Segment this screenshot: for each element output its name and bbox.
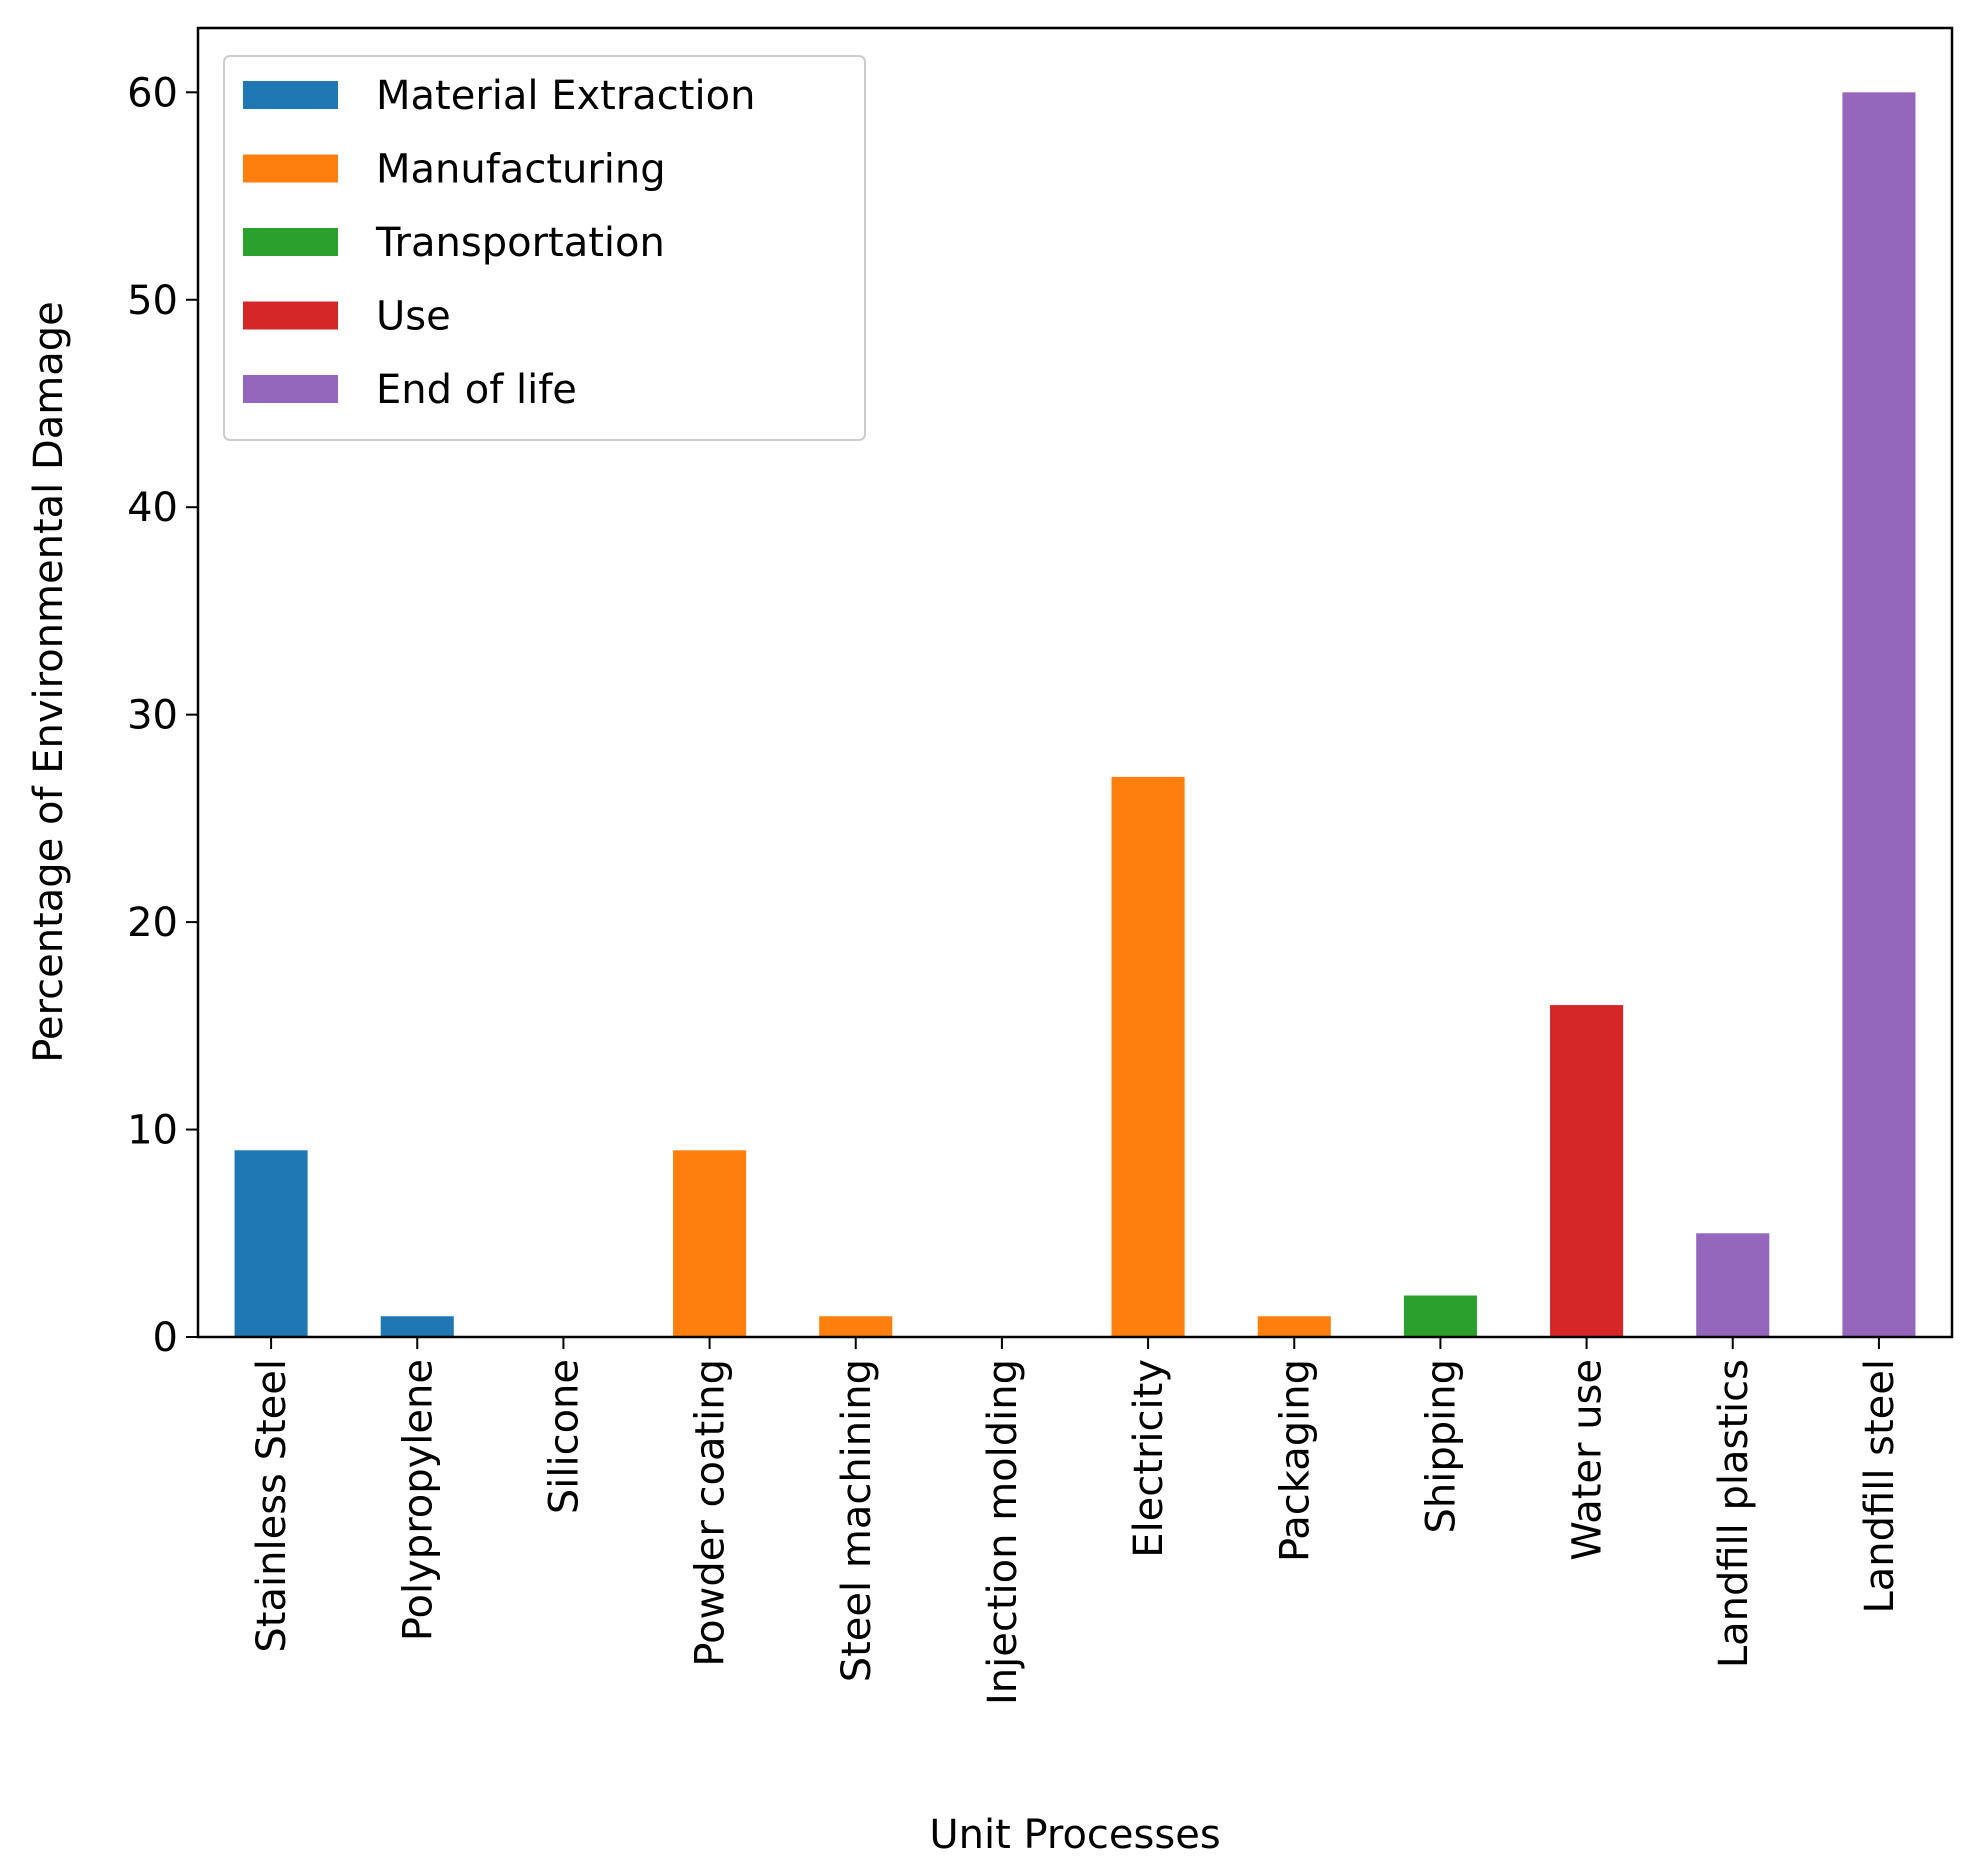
x-tick-label: Landfill steel (1857, 1359, 1903, 1614)
x-axis-label: Unit Processes (929, 1812, 1220, 1858)
x-tick-label: Water use (1565, 1359, 1611, 1561)
y-tick-label: 50 (127, 278, 178, 324)
legend-label: Use (376, 294, 451, 340)
bar-polypropylene (380, 1316, 454, 1337)
x-tick-label: Powder coating (688, 1359, 734, 1667)
legend-swatch (243, 375, 338, 403)
legend-label: End of life (376, 367, 577, 413)
bar-electricity (1111, 776, 1185, 1337)
legend-swatch (243, 154, 338, 183)
plot-frame (196, 26, 1954, 1339)
bar-powder-coating (673, 1150, 747, 1337)
x-tick-label: Injection molding (980, 1359, 1026, 1705)
bar-water-use (1550, 1005, 1624, 1337)
bar-landfill-plastics (1696, 1233, 1770, 1337)
x-tick-label: Landfill plastics (1711, 1359, 1757, 1668)
y-tick-label: 10 (127, 1108, 178, 1154)
bar-steel-machining (819, 1316, 893, 1337)
bar-landfill-steel (1842, 92, 1916, 1337)
y-axis-label: Percentage of Environmental Damage (26, 301, 72, 1063)
legend-swatch (243, 301, 338, 330)
legend-swatch (243, 81, 338, 109)
x-tick-label: Electricity (1126, 1359, 1172, 1558)
y-tick-label: 20 (127, 900, 178, 946)
x-tick-label: Silicone (541, 1359, 587, 1514)
legend: Material Extraction Manufacturing Transpor… (223, 55, 866, 441)
y-tick-label: 0 (153, 1315, 178, 1361)
y-tick-label: 30 (127, 693, 178, 739)
legend-label: Material Extraction (376, 73, 755, 119)
bar-stainless-steel (234, 1150, 308, 1337)
legend-label: Manufacturing (376, 147, 666, 193)
x-tick-label: Polypropylene (395, 1359, 441, 1641)
y-tick-label: 60 (127, 70, 178, 116)
x-tick-label: Shipping (1418, 1359, 1464, 1534)
bar-packaging (1257, 1316, 1331, 1337)
bar-shipping (1403, 1295, 1477, 1337)
x-tick-label: Packaging (1272, 1359, 1318, 1562)
legend-frame (223, 55, 866, 441)
y-tick-label: 40 (127, 485, 178, 531)
x-tick-label: Steel machining (834, 1359, 880, 1682)
legend-label: Transportation (375, 220, 665, 266)
legend-swatch (243, 228, 338, 256)
x-tick-label: Stainless Steel (249, 1359, 295, 1653)
